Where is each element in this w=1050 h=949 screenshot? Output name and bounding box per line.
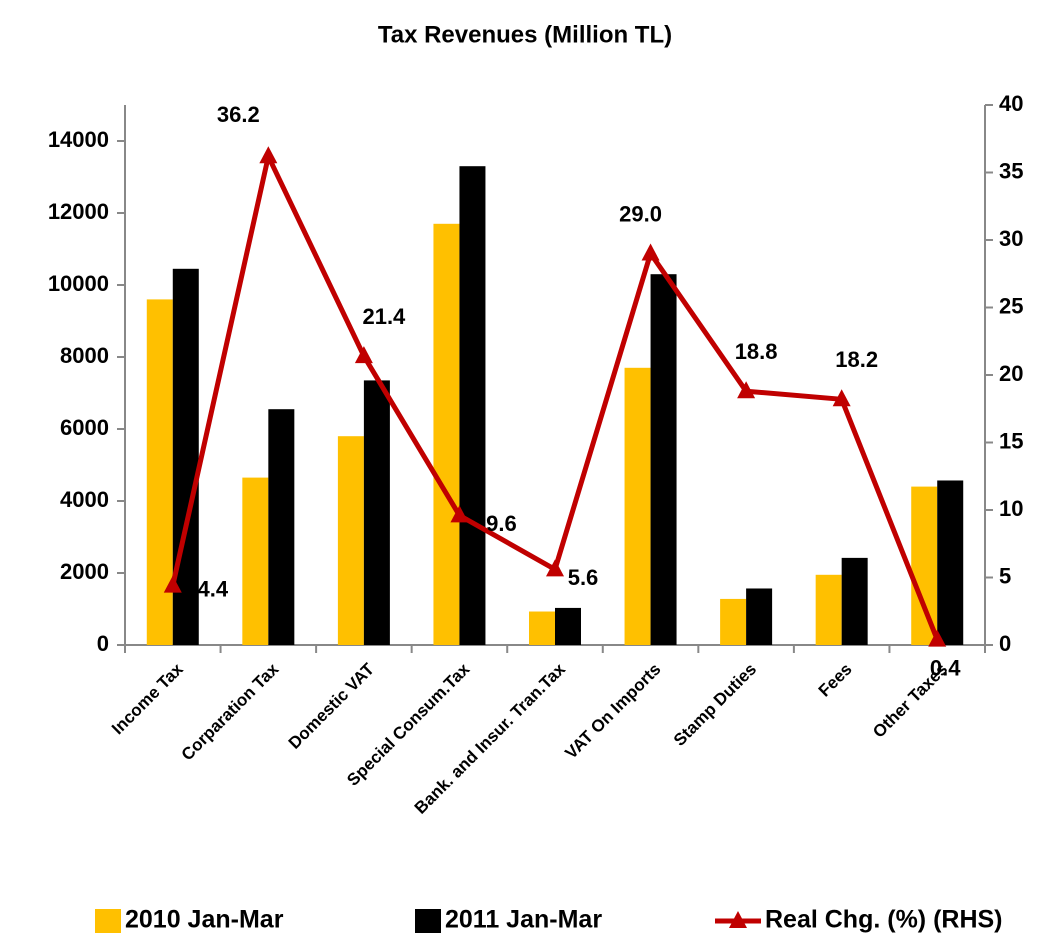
legend-swatch <box>415 909 441 933</box>
legend-swatch <box>729 911 747 928</box>
x-tick-label: Corparation Tax <box>178 659 283 764</box>
bar <box>459 166 486 645</box>
bar <box>242 477 269 645</box>
legend-label: Real Chg. (%) (RHS) <box>765 906 1003 934</box>
bar <box>268 409 295 645</box>
bar <box>841 557 868 645</box>
data-label: 9.6 <box>486 511 517 536</box>
y2-tick-label: 5 <box>999 563 1011 588</box>
bar <box>720 598 747 645</box>
y-tick-label: 0 <box>97 631 109 656</box>
data-label: 18.2 <box>835 347 878 372</box>
y-tick-label: 8000 <box>60 343 109 368</box>
bar <box>433 223 460 646</box>
bar <box>624 367 651 645</box>
legend-label: 2011 Jan-Mar <box>445 906 602 934</box>
bar <box>337 436 364 645</box>
bar <box>146 299 173 645</box>
x-tick-label: Bank. and Insur. Tran.Tax <box>411 659 570 818</box>
marker <box>928 629 947 647</box>
y2-tick-label: 30 <box>999 226 1023 251</box>
data-label: 18.8 <box>735 339 778 364</box>
marker <box>832 389 851 407</box>
bar <box>172 268 199 645</box>
y-tick-label: 14000 <box>48 127 109 152</box>
x-tick-label: VAT On Imports <box>561 660 664 763</box>
bar <box>529 611 555 645</box>
y-tick-label: 12000 <box>48 199 109 224</box>
data-label: 4.4 <box>197 576 228 601</box>
marker <box>450 505 469 523</box>
marker <box>259 146 278 164</box>
bar <box>937 480 964 645</box>
marker <box>163 575 182 593</box>
x-tick-label: Stamp Duties <box>670 660 760 750</box>
x-tick-label: Fees <box>815 660 856 701</box>
bar <box>815 574 842 645</box>
x-tick-label: Income Tax <box>108 659 187 738</box>
y2-tick-label: 25 <box>999 293 1023 318</box>
legend-swatch <box>95 909 121 933</box>
x-tick-label: Domestic VAT <box>285 659 379 753</box>
y2-tick-label: 0 <box>999 631 1011 656</box>
y2-tick-label: 20 <box>999 361 1023 386</box>
data-label: 0.4 <box>930 655 961 680</box>
data-label: 5.6 <box>568 565 599 590</box>
data-label: 29.0 <box>619 201 662 226</box>
bar <box>911 486 938 645</box>
marker <box>354 346 373 364</box>
y-tick-label: 6000 <box>60 415 109 440</box>
marker <box>641 243 660 261</box>
marker <box>546 559 564 577</box>
data-label: 21.4 <box>362 304 406 329</box>
bar <box>650 274 677 645</box>
y2-tick-label: 10 <box>999 496 1023 521</box>
y2-tick-label: 15 <box>999 428 1023 453</box>
y-tick-label: 2000 <box>60 559 109 584</box>
bar <box>555 607 581 645</box>
y2-tick-label: 40 <box>999 91 1023 116</box>
marker <box>737 381 756 399</box>
y-tick-label: 4000 <box>60 487 109 512</box>
legend-label: 2010 Jan-Mar <box>125 906 284 934</box>
bar <box>363 380 390 645</box>
data-label: 36.2 <box>217 102 260 127</box>
y-tick-label: 10000 <box>48 271 109 296</box>
bar <box>746 588 773 645</box>
chart-title: Tax Revenues (Million TL) <box>378 21 672 48</box>
y2-tick-label: 35 <box>999 158 1023 183</box>
